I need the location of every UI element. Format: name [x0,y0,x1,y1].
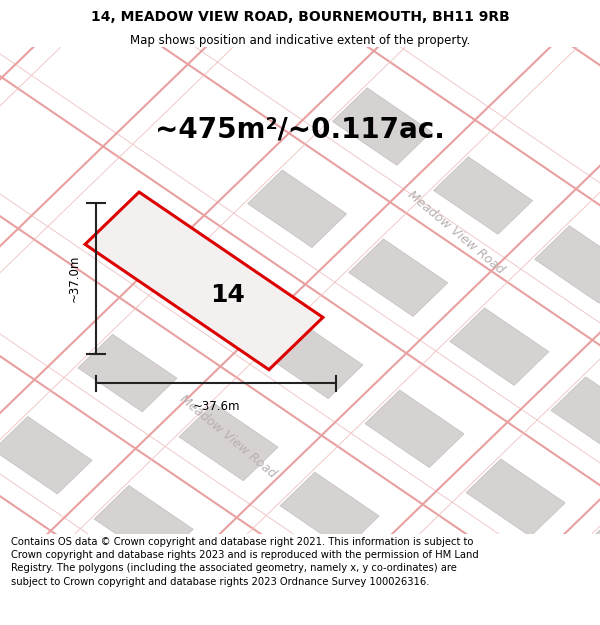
Text: ~37.6m: ~37.6m [192,400,240,413]
Polygon shape [466,459,565,536]
Polygon shape [296,623,395,625]
Polygon shape [0,499,7,576]
Text: 14, MEADOW VIEW ROAD, BOURNEMOUTH, BH11 9RB: 14, MEADOW VIEW ROAD, BOURNEMOUTH, BH11 … [91,10,509,24]
Polygon shape [551,377,600,454]
Polygon shape [349,239,448,316]
Polygon shape [264,321,363,399]
Polygon shape [195,554,295,625]
Text: ~37.0m: ~37.0m [68,255,81,302]
Polygon shape [179,403,278,481]
Polygon shape [450,308,549,386]
Polygon shape [248,170,347,248]
Text: ~475m²/~0.117ac.: ~475m²/~0.117ac. [155,116,445,144]
Polygon shape [482,610,581,625]
Polygon shape [332,88,431,166]
Polygon shape [381,541,481,619]
Polygon shape [85,192,323,370]
Polygon shape [94,486,193,563]
Polygon shape [10,568,109,625]
Polygon shape [163,252,262,329]
Text: Map shows position and indicative extent of the property.: Map shows position and indicative extent… [130,34,470,47]
Text: Meadow View Road: Meadow View Road [177,392,279,481]
Polygon shape [567,528,600,606]
Polygon shape [535,226,600,303]
Text: Meadow View Road: Meadow View Road [405,188,507,276]
Text: 14: 14 [211,284,245,308]
Polygon shape [78,334,177,412]
Polygon shape [365,390,464,468]
Polygon shape [0,416,92,494]
Polygon shape [434,157,533,234]
Polygon shape [280,472,379,549]
Text: Contains OS data © Crown copyright and database right 2021. This information is : Contains OS data © Crown copyright and d… [11,537,479,587]
